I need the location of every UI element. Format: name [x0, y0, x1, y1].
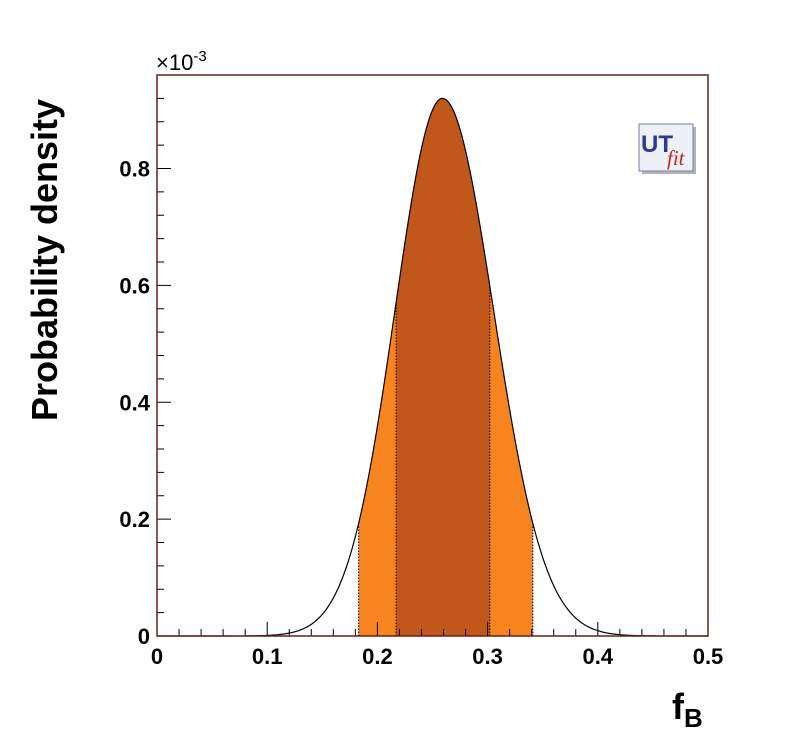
y-tick-label: 0.2 [119, 507, 150, 532]
credible-intervals [358, 98, 534, 636]
x-tick-label: 0.3 [472, 644, 503, 669]
x-axis-title: fB [672, 686, 703, 733]
y-tick-label: 0.4 [119, 390, 150, 415]
x-tick-label: 0.2 [362, 644, 393, 669]
x-tick-label: 0 [151, 644, 163, 669]
plot-frame [156, 74, 709, 637]
x-tick-labels: 0 0.1 0.2 0.3 0.4 0.5 [151, 644, 723, 669]
x-tick-label: 0.5 [693, 644, 724, 669]
x-tick-label: 0.1 [252, 644, 283, 669]
y-tick-label: 0.6 [119, 273, 150, 298]
logo-fit-text: fit [667, 146, 686, 170]
y-tick-label: 0 [138, 624, 150, 649]
axis-ticks [156, 74, 709, 637]
x-tick-label: 0.4 [583, 644, 614, 669]
utfit-logo: UT fit [638, 123, 696, 174]
y-tick-labels: 0 0.2 0.4 0.6 0.8 [119, 157, 150, 650]
y-tick-label: 0.8 [119, 157, 150, 182]
logo-ut-text: UT [641, 131, 673, 158]
interval-band-1 [396, 98, 490, 636]
y-exponent-label: ×10-3 [156, 48, 207, 75]
y-axis-title: Probability density [24, 99, 65, 421]
